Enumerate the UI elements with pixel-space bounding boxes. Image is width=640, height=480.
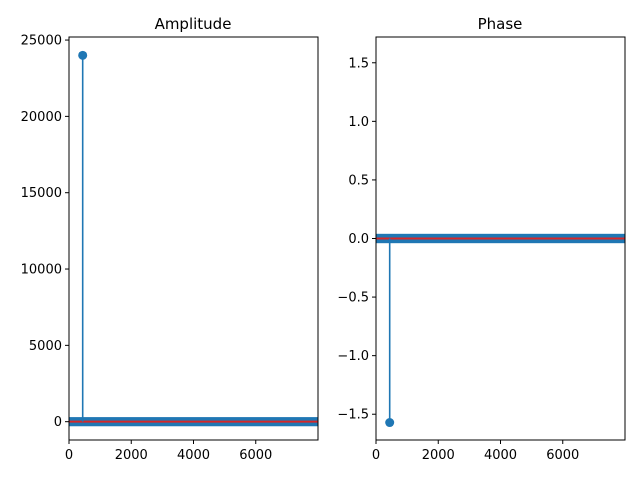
phase-x-tick-label: 6000: [546, 448, 579, 463]
amplitude-x-axis: 0 2000 4000 6000: [65, 440, 272, 463]
phase-axes-frame: [375, 36, 626, 441]
amplitude-x-tick-label: 6000: [239, 448, 272, 463]
phase-x-tick-label: 0: [372, 448, 380, 463]
amplitude-x-tick-label: 4000: [177, 448, 210, 463]
phase-y-tick-label: 0.5: [348, 173, 369, 188]
amplitude-y-tick-label: 15000: [21, 186, 62, 201]
amplitude-subplot: Amplitude 0 2000 4000 6000 0 5000 10000 15000 2…: [21, 15, 319, 463]
phase-y-tick-label: −1.0: [337, 349, 369, 364]
amplitude-y-tick-label: 25000: [21, 34, 62, 49]
phase-x-tick-label: 2000: [422, 448, 455, 463]
amplitude-stem-marker: [78, 50, 88, 60]
phase-x-tick-label: 4000: [484, 448, 517, 463]
phase-y-tick-label: 1.5: [348, 56, 369, 71]
amplitude-marks: [69, 50, 318, 427]
amplitude-y-tick-label: 0: [54, 415, 62, 430]
phase-y-tick-label: −1.5: [337, 408, 369, 423]
amplitude-y-tick-label: 10000: [21, 263, 62, 278]
phase-y-tick-label: −0.5: [337, 291, 369, 306]
phase-x-axis: 0 2000 4000 6000: [372, 440, 579, 463]
amplitude-y-axis: 0 5000 10000 15000 20000 25000: [21, 34, 69, 430]
phase-y-axis: −1.5 −1.0 −0.5 0.0 0.5 1.0 1.5: [337, 56, 376, 423]
phase-marks: [376, 233, 625, 428]
amplitude-x-tick-label: 2000: [115, 448, 148, 463]
phase-stem-marker: [385, 418, 395, 428]
amplitude-y-tick-label: 5000: [29, 339, 62, 354]
amplitude-title: Amplitude: [155, 15, 232, 33]
amplitude-y-tick-label: 20000: [21, 110, 62, 125]
amplitude-x-tick-label: 0: [65, 448, 73, 463]
phase-y-tick-label: 0.0: [348, 232, 369, 247]
phase-y-tick-label: 1.0: [348, 115, 369, 130]
amplitude-axes-frame: [68, 36, 319, 441]
phase-subplot: Phase 0 2000 4000 6000 −1.5 −1.0 −0.5 0.0 0.5 1.…: [337, 15, 626, 463]
phase-title: Phase: [478, 15, 523, 33]
